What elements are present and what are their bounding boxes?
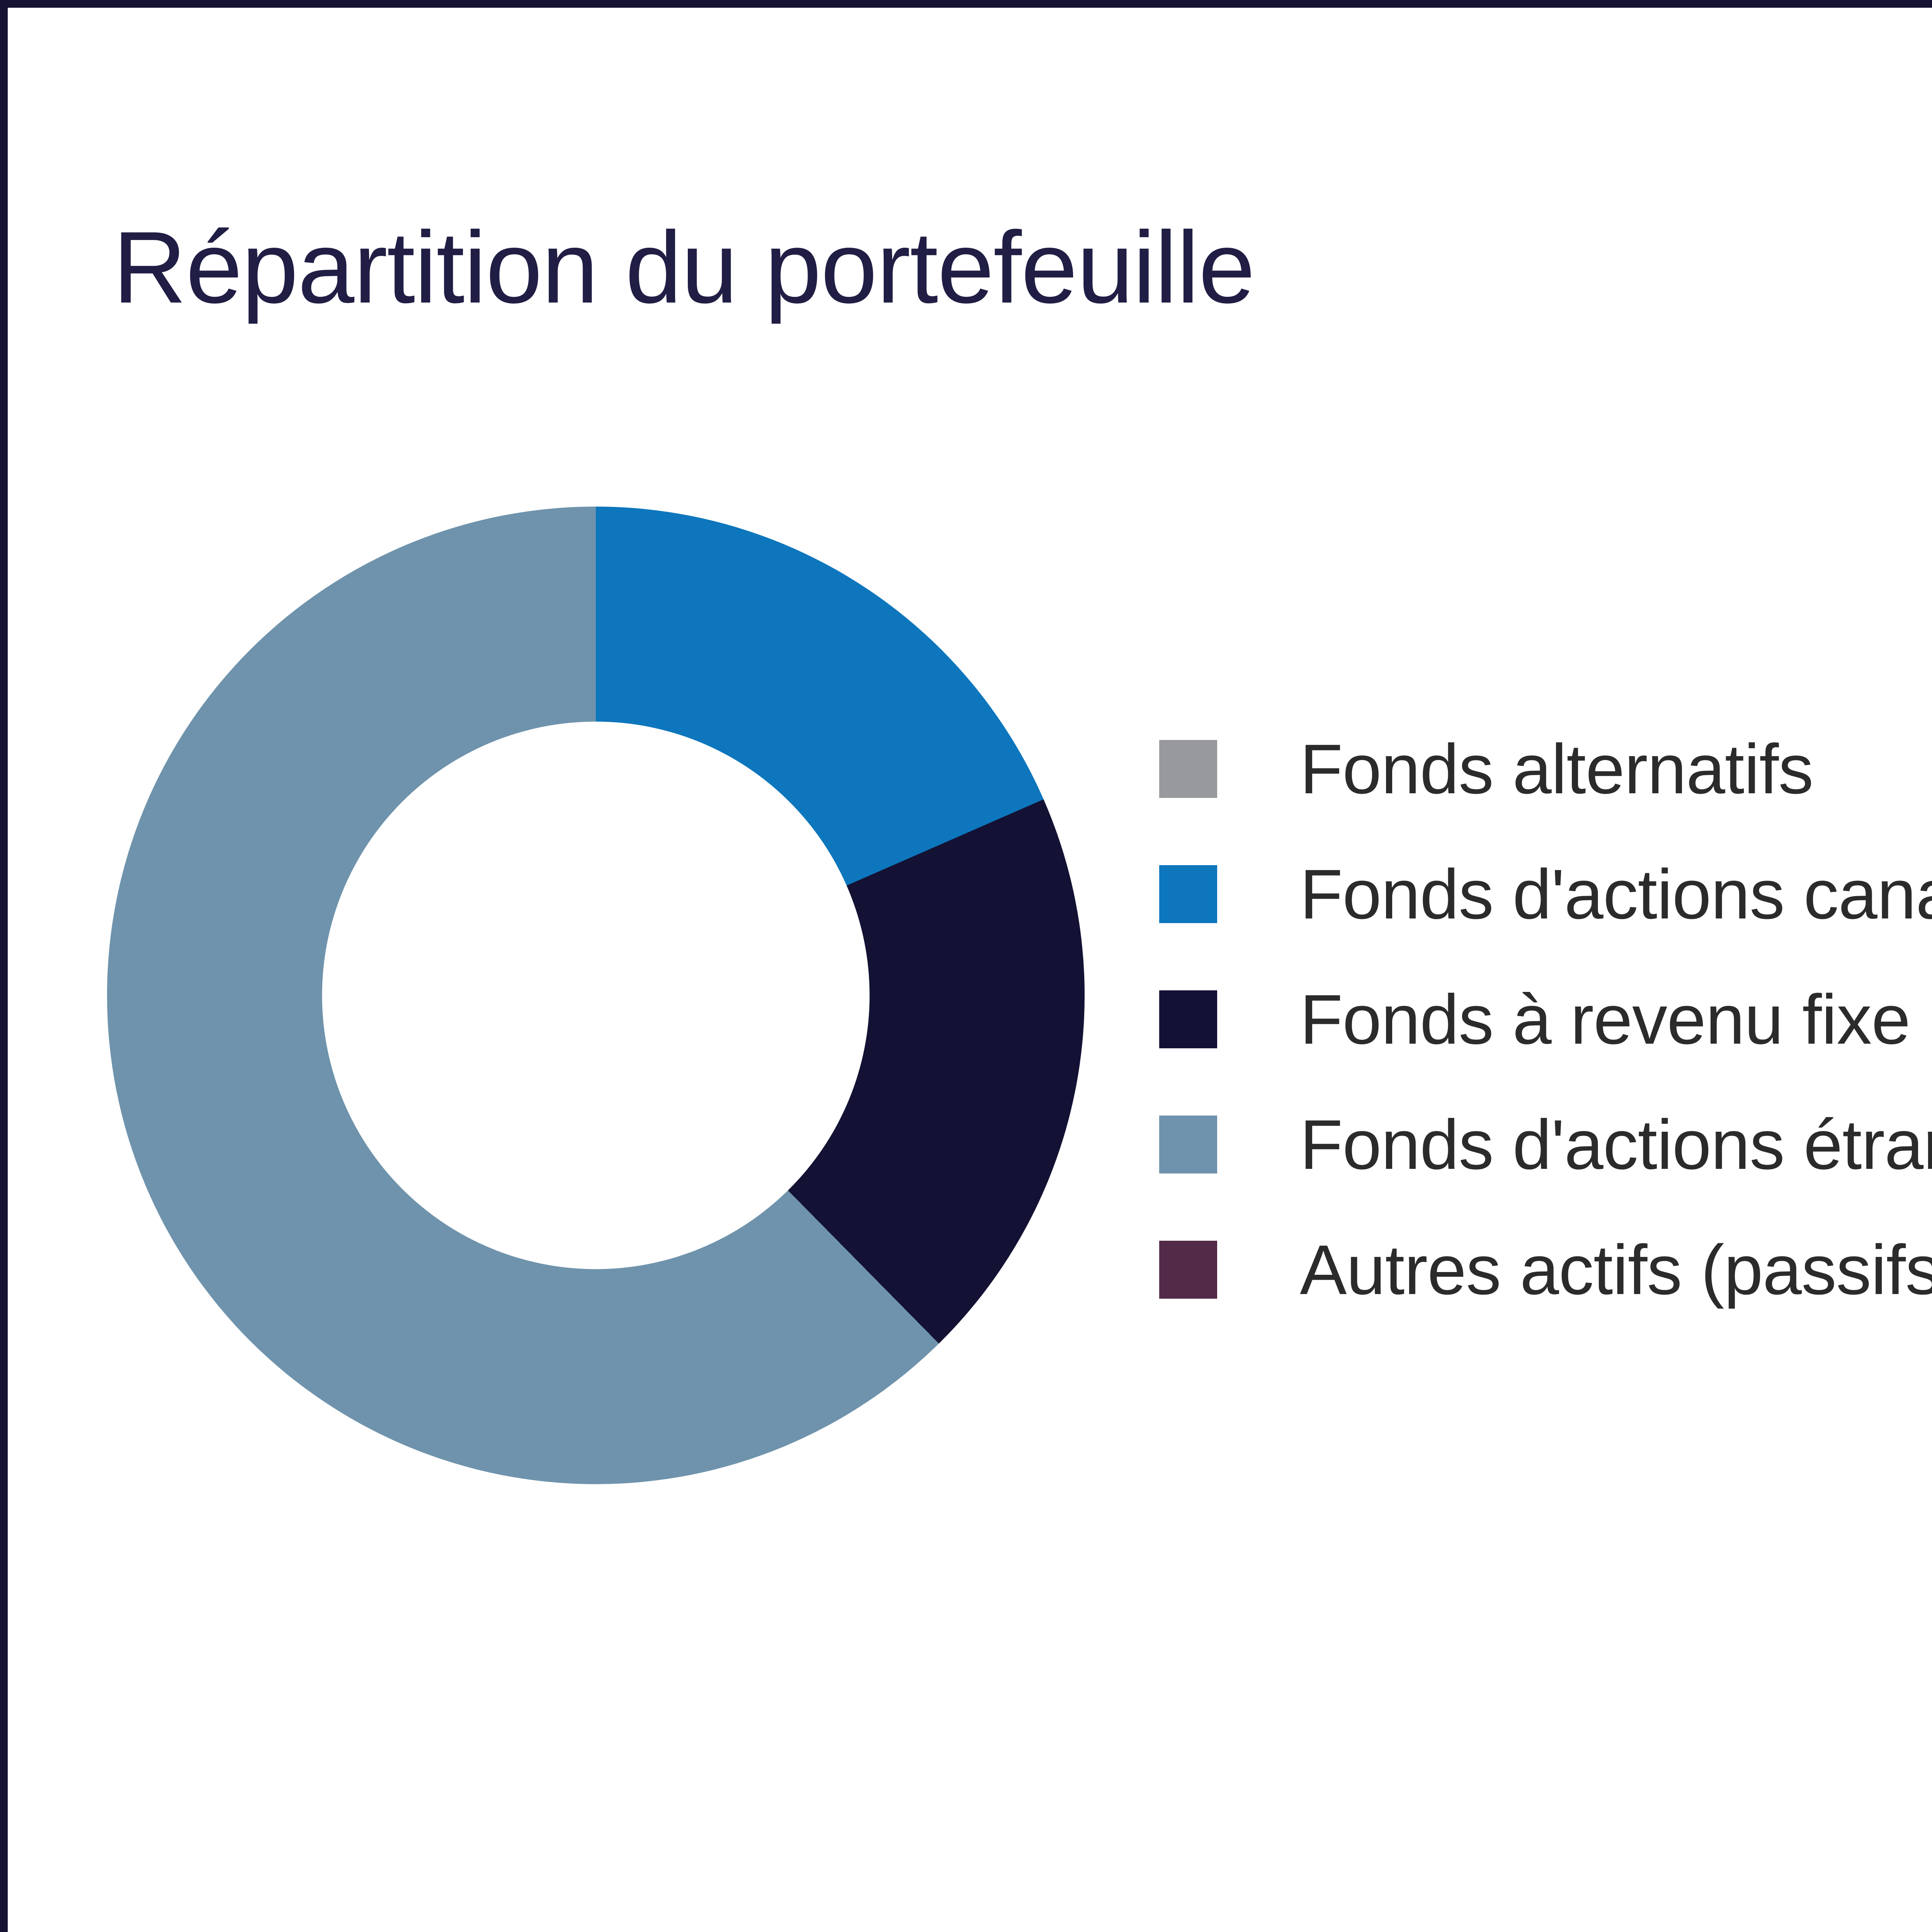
legend-color-swatch — [1159, 990, 1217, 1048]
legend-color-swatch — [1159, 1116, 1217, 1173]
legend-label: Fonds alternatifs — [1300, 730, 1813, 808]
page-title: Répartition du portefeuille — [113, 210, 1255, 324]
legend-label: Fonds à revenu fixe — [1300, 980, 1910, 1059]
legend-label: Fonds d'actions étrangères — [1300, 1105, 1932, 1184]
legend-label: Fonds d'actions canadiennes — [1300, 855, 1932, 934]
legend-label: Autres actifs (passifs) nets — [1300, 1230, 1932, 1309]
donut-hole — [322, 721, 870, 1269]
legend-item: Fonds d'actions étrangères63,16 % — [1159, 1082, 1932, 1207]
legend-item: Fonds à revenu fixe19,43 % — [1159, 957, 1932, 1082]
legend-item: Autres actifs (passifs) nets-1,26 % — [1159, 1207, 1932, 1332]
chart-legend: Fonds alternatifs0,00 %Fonds d'actions c… — [1159, 706, 1932, 1332]
legend-color-swatch — [1159, 1241, 1217, 1299]
legend-color-swatch — [1159, 740, 1217, 798]
legend-color-swatch — [1159, 865, 1217, 923]
legend-item: Fonds alternatifs0,00 % — [1159, 706, 1932, 832]
donut-chart — [107, 507, 1085, 1484]
legend-item: Fonds d'actions canadiennes18,66 % — [1159, 832, 1932, 957]
